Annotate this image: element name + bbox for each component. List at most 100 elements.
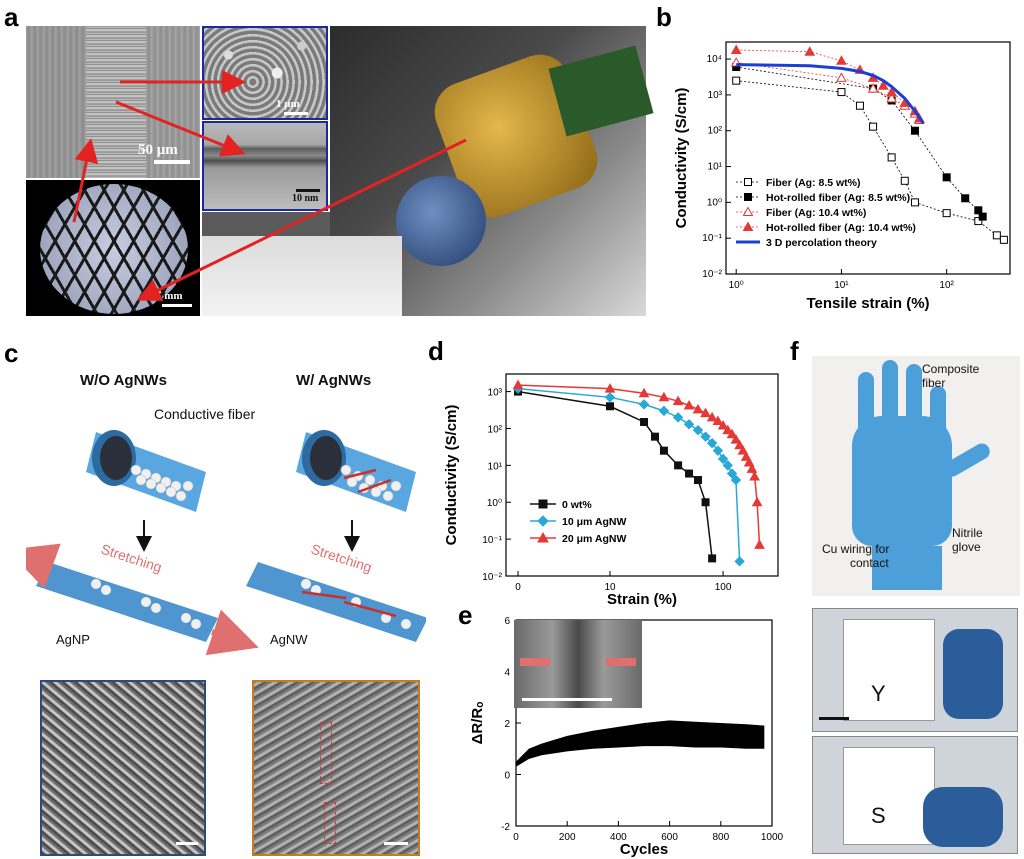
data-point xyxy=(712,445,724,456)
legend-entry: 20 μm AgNW xyxy=(562,533,626,545)
x-tick-label: 10¹ xyxy=(834,280,849,291)
data-point xyxy=(992,231,1001,240)
panel-a: 50 μm 1 μm 10 nm 1 mm xyxy=(26,26,654,316)
data-point xyxy=(692,424,704,436)
data-point xyxy=(722,460,733,471)
y-tick-label: 10⁻² xyxy=(702,269,722,280)
y-tick-label: 10⁻¹ xyxy=(702,233,722,244)
y-tick-label: -2 xyxy=(501,822,510,833)
legend-swatch-marker xyxy=(742,206,754,216)
panel-letter-a: a xyxy=(4,2,19,32)
legend-entry: Fiber (Ag: 10.4 wt%) xyxy=(766,207,866,219)
data-point xyxy=(638,399,650,410)
label-nitrile-glove-line2: glove xyxy=(952,540,981,554)
data-point xyxy=(910,126,919,135)
data-point xyxy=(700,407,711,418)
data-point xyxy=(717,420,729,430)
gloved-hand xyxy=(943,629,1003,719)
arrow-to-mesh xyxy=(136,138,467,301)
panel-letter-c: c xyxy=(4,338,19,368)
legend-entry: Hot-rolled fiber (Ag: 8.5 wt%) xyxy=(766,192,910,204)
scale-bar xyxy=(162,304,192,307)
y-tick-label: 10¹ xyxy=(488,461,503,472)
left-arrow-icon xyxy=(520,658,550,666)
glove-cuff xyxy=(872,546,942,590)
data-point xyxy=(999,235,1008,244)
data-point xyxy=(837,88,846,97)
label-agnw: AgNW xyxy=(270,632,308,647)
legend-entry: 0 wt% xyxy=(562,499,592,511)
y-axis-label: Conductivity (S/cm) xyxy=(673,88,690,229)
legend-entry: 10 μm AgNW xyxy=(562,516,626,528)
data-point xyxy=(672,412,684,423)
data-point xyxy=(961,194,970,203)
y-tick-label: 6 xyxy=(504,616,510,627)
plot-frame xyxy=(505,373,779,577)
label-cu-wiring-line2: contact xyxy=(850,556,889,570)
scale-bar xyxy=(522,698,612,701)
label-cu-wiring: Cu wiring for contact xyxy=(822,542,889,570)
data-point xyxy=(730,44,742,54)
data-point xyxy=(877,80,889,90)
legend-swatch-marker xyxy=(538,499,548,509)
label-agnp: AgNP xyxy=(56,632,90,647)
y-tick-label: 4 xyxy=(504,668,510,679)
panel-letter-e: e xyxy=(458,600,473,630)
data-point xyxy=(751,496,763,507)
label-nitrile-glove-line1: Nitrile xyxy=(952,526,983,540)
data-point xyxy=(640,417,649,426)
x-tick-label: 200 xyxy=(559,832,576,843)
scale-bar xyxy=(296,189,320,192)
title-with-agnws: W/ AgNWs xyxy=(296,372,372,389)
x-tick-label: 10² xyxy=(939,280,954,291)
right-arrow-icon xyxy=(606,658,636,666)
y-tick-label: 10² xyxy=(708,126,723,137)
data-point xyxy=(900,176,909,185)
data-point xyxy=(974,206,983,215)
y-tick-label: 10² xyxy=(488,424,503,435)
agnw-highlight xyxy=(324,802,336,844)
screen-window xyxy=(843,747,935,845)
y-tick-label: 10¹ xyxy=(708,162,723,173)
legend-swatch-marker xyxy=(742,221,754,231)
screen-window xyxy=(843,619,935,721)
data-point xyxy=(732,76,741,85)
data-point xyxy=(674,461,683,470)
x-tick-label: 0 xyxy=(515,582,521,593)
data-point xyxy=(512,379,524,390)
data-point xyxy=(606,402,614,411)
data-point xyxy=(683,419,695,430)
legend-swatch-marker xyxy=(537,531,549,543)
x-tick-label: 10 xyxy=(604,582,616,593)
data-point xyxy=(869,122,878,131)
label-conductive-fiber: Conductive fiber xyxy=(154,406,256,422)
data-point xyxy=(726,428,738,439)
data-point xyxy=(706,411,718,422)
x-axis-label: Cycles xyxy=(620,841,668,858)
x-tick-label: 100 xyxy=(715,582,732,593)
y-tick-label: 10⁰ xyxy=(487,498,502,509)
data-point xyxy=(692,403,704,414)
data-point xyxy=(804,46,816,56)
scale-bar xyxy=(384,842,408,845)
x-tick-label: 10⁰ xyxy=(729,280,744,291)
chart-b: 10⁰ 10¹ 10² 10⁻² 10⁻¹ 10⁰ 10¹ 10² 10³ 10⁴ Tensile… xyxy=(673,41,1011,312)
panel-f: Composite fiber Cu wiring for contact Nitr… xyxy=(812,356,1020,856)
scale-1um: 1 μm xyxy=(276,98,300,110)
annotation-arrows xyxy=(72,70,467,301)
data-point xyxy=(734,556,745,567)
label-composite-fiber-line2: fiber xyxy=(922,376,946,390)
data-point xyxy=(708,554,717,563)
data-point xyxy=(717,453,729,465)
data-point xyxy=(700,431,711,442)
y-tick-label: 10⁻¹ xyxy=(482,535,502,546)
y-tick-label: 10⁻² xyxy=(482,572,502,583)
glove-finger xyxy=(906,364,922,436)
series-connector xyxy=(736,49,920,119)
stretching-rig-photo xyxy=(514,620,642,708)
mesh-optical-image: 1 mm xyxy=(26,180,200,316)
label-composite-fiber-line1: Composite xyxy=(922,362,980,376)
data-point xyxy=(910,198,919,207)
cyclic-response-band xyxy=(516,720,765,767)
